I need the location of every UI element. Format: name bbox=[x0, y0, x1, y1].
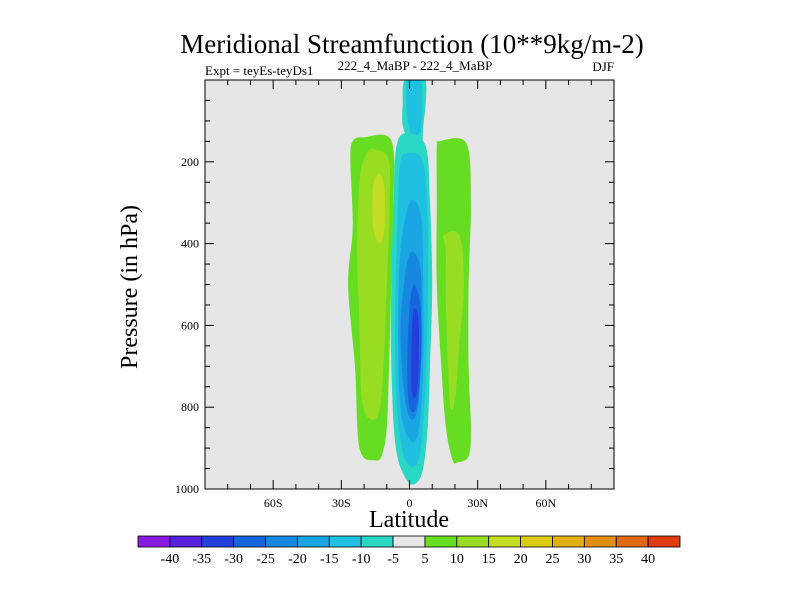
colorbar-label: 15 bbox=[482, 552, 496, 567]
colorbar-label: 40 bbox=[641, 552, 655, 567]
colorbar-box bbox=[265, 535, 298, 548]
x-tick-label: 0 bbox=[407, 496, 413, 510]
y-tick-label: 200 bbox=[181, 155, 199, 169]
colorbar-label: 30 bbox=[577, 552, 591, 567]
y-tick-label: 800 bbox=[181, 400, 199, 414]
contour-upper-tongue-core bbox=[406, 80, 423, 136]
contour-regions bbox=[348, 80, 471, 485]
x-axis-label: Latitude bbox=[369, 507, 449, 533]
x-tick-label: 60S bbox=[264, 496, 283, 510]
colorbar-label: 20 bbox=[514, 552, 528, 567]
colorbar-box bbox=[488, 535, 521, 548]
contour-equatorial-neg-6 bbox=[411, 308, 420, 398]
subtitle-left: Expt = teyEs-teyDs1 bbox=[205, 63, 313, 78]
colorbar-box bbox=[424, 535, 458, 548]
colorbar-label: 5 bbox=[421, 552, 428, 567]
colorbar-box bbox=[233, 535, 266, 548]
x-tick-label: 60N bbox=[535, 496, 556, 510]
colorbar-label: -40 bbox=[161, 552, 180, 567]
colorbar-box bbox=[201, 535, 235, 548]
colorbar-label: -5 bbox=[387, 552, 399, 567]
y-axis-label: Pressure (in hPa) bbox=[117, 205, 143, 369]
colorbar: -40 -35 -30 -25 -20 -15 -10 -5 5 10 15 20 25 30 35 40 bbox=[137, 535, 681, 567]
colorbar-box bbox=[328, 535, 362, 548]
colorbar-label: 25 bbox=[545, 552, 559, 567]
colorbar-box bbox=[552, 535, 585, 548]
colorbar-label: -10 bbox=[352, 552, 371, 567]
colorbar-label: -25 bbox=[256, 552, 275, 567]
colorbar-label: -35 bbox=[192, 552, 211, 567]
colorbar-box bbox=[520, 535, 553, 548]
y-tick-label: 400 bbox=[181, 237, 199, 251]
subtitle-right: DJF bbox=[592, 59, 614, 74]
x-tick-label: 30S bbox=[332, 496, 351, 510]
colorbar-label: -15 bbox=[320, 552, 339, 567]
contour-nh-positive-core bbox=[442, 231, 464, 410]
contour-sh-positive-max bbox=[372, 174, 386, 244]
colorbar-box bbox=[137, 535, 171, 548]
colorbar-box bbox=[392, 535, 426, 548]
colorbar-label: -20 bbox=[288, 552, 307, 567]
axis-ticks: 60S 30S 0 30N 60N 200 400 600 800 1000 bbox=[175, 80, 614, 510]
x-tick-label: 30N bbox=[467, 496, 488, 510]
colorbar-box bbox=[615, 535, 649, 548]
colorbar-box bbox=[647, 535, 681, 548]
colorbar-label: -30 bbox=[224, 552, 243, 567]
y-tick-label: 1000 bbox=[175, 482, 199, 496]
colorbar-box bbox=[456, 535, 490, 548]
colorbar-box bbox=[583, 535, 617, 548]
plot-area: 60S 30S 0 30N 60N 200 400 600 800 1000 bbox=[175, 79, 615, 510]
subtitle-center: 222_4_MaBP - 222_4_MaBP bbox=[338, 58, 493, 73]
colorbar-box bbox=[169, 535, 203, 548]
y-tick-label: 600 bbox=[181, 318, 199, 332]
colorbar-label: 35 bbox=[609, 552, 623, 567]
colorbar-box bbox=[360, 535, 394, 548]
chart-title: Meridional Streamfunction (10**9kg/m-2) bbox=[180, 29, 643, 59]
colorbar-box bbox=[297, 535, 330, 548]
colorbar-label: 10 bbox=[450, 552, 464, 567]
